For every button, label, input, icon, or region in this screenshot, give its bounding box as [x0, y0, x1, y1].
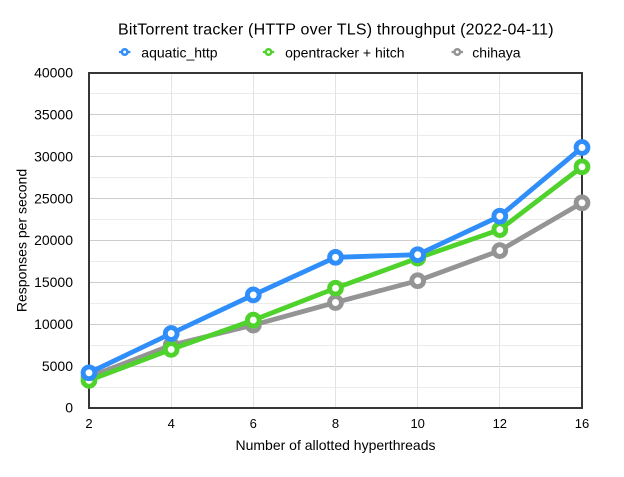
svg-text:10: 10	[410, 416, 424, 431]
svg-text:6: 6	[250, 416, 257, 431]
svg-text:2: 2	[85, 416, 92, 431]
svg-text:Responses per second: Responses per second	[14, 169, 30, 312]
svg-text:30000: 30000	[34, 149, 73, 165]
svg-text:35000: 35000	[34, 107, 73, 123]
svg-text:15000: 15000	[34, 274, 73, 290]
svg-text:BitTorrent tracker (HTTP over: BitTorrent tracker (HTTP over TLS) throu…	[118, 22, 554, 39]
svg-text:chihaya: chihaya	[472, 45, 520, 61]
svg-text:8: 8	[332, 416, 339, 431]
svg-text:opentracker + hitch: opentracker + hitch	[285, 45, 404, 61]
svg-text:40000: 40000	[34, 65, 73, 81]
svg-text:10000: 10000	[34, 316, 73, 332]
svg-text:16: 16	[575, 416, 589, 431]
svg-text:Number of allotted hyperthread: Number of allotted hyperthreads	[236, 437, 436, 453]
svg-text:20000: 20000	[34, 232, 73, 248]
svg-text:25000: 25000	[34, 190, 73, 206]
svg-text:12: 12	[493, 416, 507, 431]
svg-text:4: 4	[168, 416, 175, 431]
svg-text:5000: 5000	[42, 358, 73, 374]
svg-text:0: 0	[65, 400, 73, 416]
svg-text:aquatic_http: aquatic_http	[141, 45, 217, 61]
